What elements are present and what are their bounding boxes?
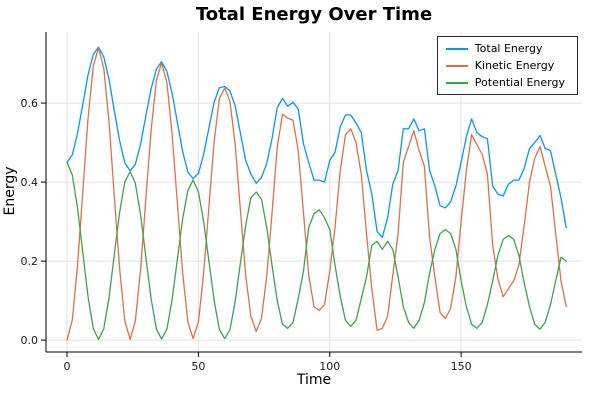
legend-label-potential: Potential Energy xyxy=(474,76,565,89)
legend-item-potential: Potential Energy xyxy=(445,76,565,89)
legend-item-kinetic: Kinetic Energy xyxy=(445,59,565,72)
x-axis-label: Time xyxy=(296,372,332,388)
legend-line-swatch-total xyxy=(445,47,468,50)
legend-item-total: Total Energy xyxy=(445,42,565,55)
y-axis-label: Energy xyxy=(2,166,18,216)
svg-text:100: 100 xyxy=(319,360,340,373)
legend: Total Energy Kinetic Energy Potential En… xyxy=(436,36,578,95)
legend-label-kinetic: Kinetic Energy xyxy=(474,59,555,72)
svg-text:50: 50 xyxy=(191,360,205,373)
svg-text:0.6: 0.6 xyxy=(21,97,39,110)
legend-line-swatch-potential xyxy=(445,81,468,84)
svg-text:0.4: 0.4 xyxy=(21,176,39,189)
svg-text:0: 0 xyxy=(64,360,71,373)
svg-text:0.0: 0.0 xyxy=(21,334,39,347)
svg-text:0.2: 0.2 xyxy=(21,255,39,268)
svg-text:150: 150 xyxy=(451,360,472,373)
legend-line-swatch-kinetic xyxy=(445,64,468,67)
legend-label-total: Total Energy xyxy=(474,42,543,55)
chart-title: Total Energy Over Time xyxy=(195,4,433,25)
